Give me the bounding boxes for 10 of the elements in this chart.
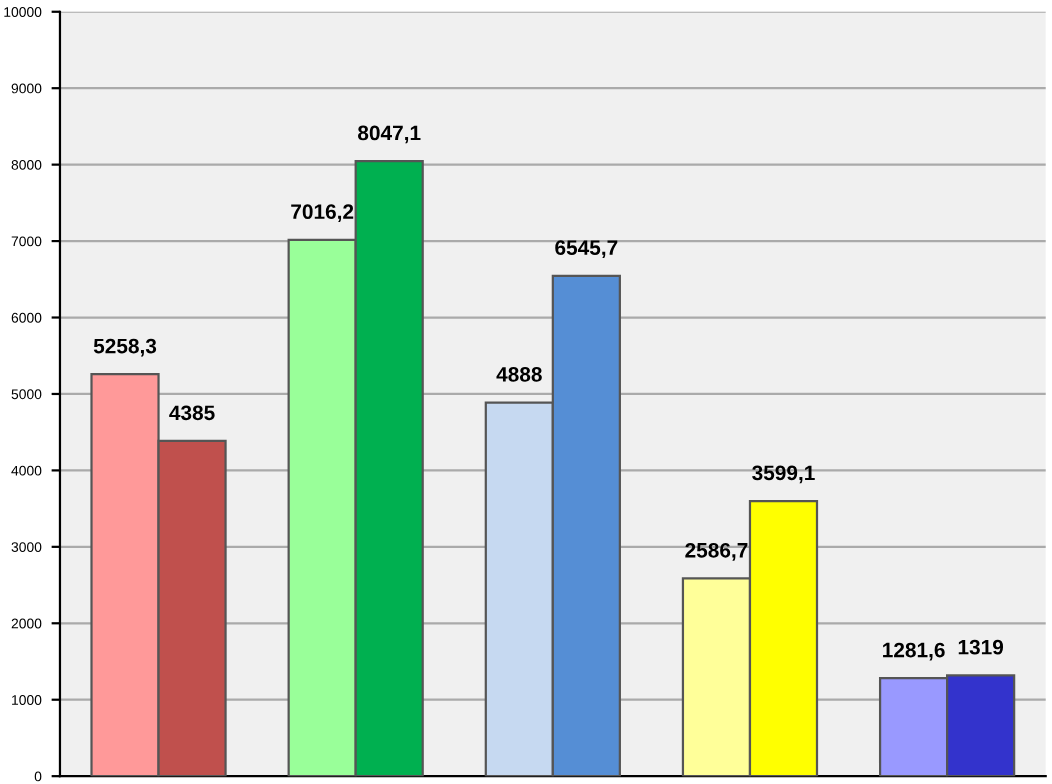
data-label: 1281,6 [883, 642, 945, 661]
data-label: 1319 [958, 639, 1004, 655]
data-label: 4385 [169, 405, 215, 421]
data-label: 4888 [496, 366, 542, 382]
data-label: 2586,7 [685, 542, 748, 561]
data-label: 5258,3 [93, 338, 157, 357]
data-label: 7016,2 [291, 204, 354, 223]
data-label: 6545,7 [555, 240, 618, 259]
data-label: 8047,1 [358, 125, 421, 144]
data-label: 3599,1 [752, 465, 815, 484]
